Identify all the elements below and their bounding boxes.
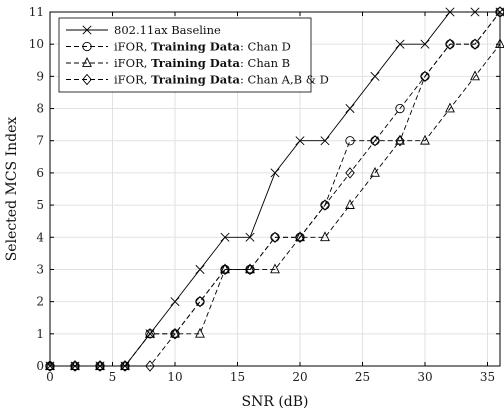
data-point-triangle <box>370 166 380 177</box>
data-point-diamond <box>445 38 455 50</box>
x-tick-label: 25 <box>355 370 370 384</box>
y-tick-label: 8 <box>36 102 44 116</box>
data-point-x <box>420 39 430 49</box>
data-point-triangle <box>420 134 430 145</box>
legend-label-part: : Chan A,B & D <box>240 73 329 87</box>
legend-marker-circle <box>82 41 92 52</box>
legend-label-part: : Chan B <box>240 56 290 70</box>
data-point-diamond <box>420 70 430 83</box>
data-point-diamond <box>295 231 305 243</box>
data-point-triangle <box>445 102 455 113</box>
x-tick-label: 0 <box>46 370 54 384</box>
data-point-diamond <box>270 231 280 243</box>
legend-label: iFOR, Training Data: Chan B <box>114 56 290 70</box>
data-point-circle <box>345 136 355 146</box>
legend-marker-triangle <box>82 56 92 67</box>
data-point-circle <box>395 103 405 114</box>
data-point-x <box>320 136 330 146</box>
x-tick-label: 15 <box>230 370 245 384</box>
data-point-diamond <box>245 263 255 276</box>
y-tick-label: 3 <box>36 262 44 276</box>
data-point-triangle <box>120 359 130 370</box>
y-tick-label: 10 <box>29 37 44 51</box>
data-point-triangle <box>470 70 480 81</box>
data-point-triangle <box>245 263 255 274</box>
legend-label: 802.11ax Baseline <box>114 23 221 37</box>
data-point-x <box>220 232 230 242</box>
data-point-triangle <box>295 231 305 242</box>
data-point-x <box>270 168 280 178</box>
data-point-diamond <box>345 167 355 179</box>
x-tick-label: 5 <box>109 370 117 384</box>
data-point-x <box>395 39 405 49</box>
legend-marker-diamond <box>82 73 92 86</box>
data-point-triangle <box>45 359 55 370</box>
x-tick-label: 30 <box>417 370 432 384</box>
legend-label-bold-part: Training Data <box>151 56 240 70</box>
data-point-triangle <box>95 359 105 370</box>
data-point-triangle <box>320 231 330 242</box>
y-tick-label: 7 <box>36 134 44 148</box>
data-point-diamond <box>70 360 80 372</box>
data-point-diamond <box>45 360 55 372</box>
legend-label: iFOR, Training Data: Chan A,B & D <box>114 73 329 87</box>
x-axis-label: SNR (dB) <box>241 394 308 410</box>
data-point-triangle <box>220 263 230 274</box>
plot-frame <box>49 11 501 367</box>
data-point-triangle <box>195 327 205 338</box>
data-point-x <box>170 297 180 307</box>
data-point-diamond <box>470 38 480 50</box>
data-point-x <box>195 264 205 274</box>
data-point-diamond <box>120 360 130 372</box>
y-tick-label: 9 <box>36 69 44 83</box>
x-tick-label: 10 <box>167 370 182 384</box>
x-tick-label: 20 <box>292 370 307 384</box>
data-point-diamond <box>95 360 105 372</box>
data-point-diamond <box>395 135 405 147</box>
data-point-diamond <box>145 360 155 372</box>
x-tick-label: 35 <box>480 370 495 384</box>
y-tick-label: 5 <box>36 198 44 212</box>
y-tick-label: 4 <box>36 230 44 244</box>
data-point-triangle <box>145 327 155 338</box>
data-point-triangle <box>345 199 355 209</box>
data-point-x <box>245 232 255 242</box>
y-tick-label: 11 <box>29 5 44 19</box>
legend-label-bold-part: Training Data <box>151 40 240 54</box>
y-tick-label: 2 <box>36 295 44 309</box>
data-point-diamond <box>170 328 180 340</box>
legend-label: iFOR, Training Data: Chan D <box>114 40 291 54</box>
y-tick-label: 6 <box>36 166 44 180</box>
legend-label-part: 802.11ax Baseline <box>114 23 221 37</box>
legend-label-bold-part: Training Data <box>151 73 240 87</box>
data-point-diamond <box>220 263 230 276</box>
data-point-x <box>345 104 355 114</box>
data-point-triangle <box>170 327 180 338</box>
y-axis-label: Selected MCS Index <box>4 117 20 262</box>
legend-marker-x <box>82 25 92 35</box>
data-point-x <box>370 71 380 81</box>
axis-ticks: 0 5 10 15 20 25 30 35 0 1 2 3 4 5 6 7 8 9 10 11 <box>29 5 500 384</box>
data-point-diamond <box>370 135 380 147</box>
data-point-diamond <box>320 199 330 211</box>
y-tick-label: 0 <box>36 359 44 373</box>
data-point-x <box>295 136 305 146</box>
legend-label-part: iFOR, <box>114 56 151 70</box>
data-point-triangle <box>70 359 80 370</box>
data-point-triangle <box>270 263 280 274</box>
data-point-diamond <box>195 295 205 308</box>
legend-label-part: iFOR, <box>114 73 151 87</box>
legend-label-part: iFOR, <box>114 40 151 54</box>
legend-label-part: : Chan D <box>240 40 291 54</box>
data-point-triangle <box>395 134 405 145</box>
y-tick-label: 1 <box>36 327 44 341</box>
